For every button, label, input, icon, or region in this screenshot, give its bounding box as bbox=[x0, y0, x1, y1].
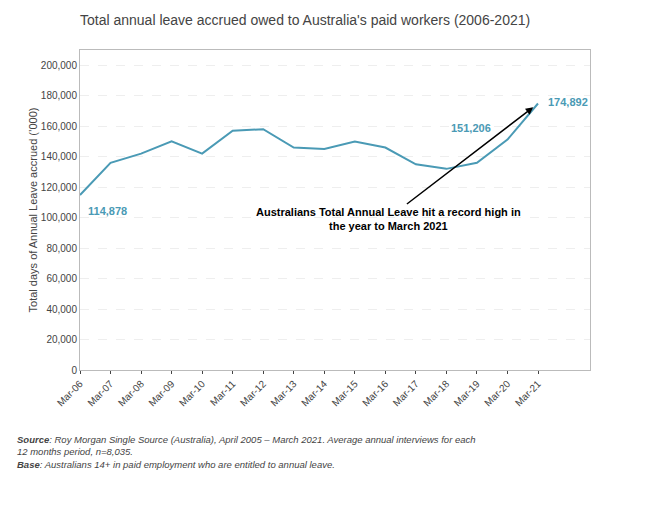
svg-text:Total days of Annual Leave acc: Total days of Annual Leave accrued (’000… bbox=[27, 108, 39, 313]
svg-text:Mar-17: Mar-17 bbox=[391, 378, 421, 408]
svg-text:Mar-20: Mar-20 bbox=[482, 378, 512, 408]
svg-text:Mar-10: Mar-10 bbox=[177, 378, 207, 408]
svg-text:180,000: 180,000 bbox=[41, 90, 78, 101]
svg-text:Mar-15: Mar-15 bbox=[330, 378, 360, 408]
svg-text:0: 0 bbox=[71, 365, 77, 376]
svg-text:Source: Roy Morgan Single Sour: Source: Roy Morgan Single Source (Austra… bbox=[17, 434, 476, 470]
svg-text:40,000: 40,000 bbox=[46, 304, 77, 315]
svg-text:Mar-19: Mar-19 bbox=[452, 378, 482, 408]
svg-text:Mar-16: Mar-16 bbox=[360, 378, 390, 408]
svg-text:200,000: 200,000 bbox=[41, 60, 78, 71]
svg-text:Mar-07: Mar-07 bbox=[85, 378, 115, 408]
svg-text:Mar-14: Mar-14 bbox=[299, 378, 329, 408]
svg-text:100,000: 100,000 bbox=[41, 212, 78, 223]
svg-text:Mar-09: Mar-09 bbox=[146, 378, 176, 408]
svg-text:160,000: 160,000 bbox=[41, 121, 78, 132]
svg-text:60,000: 60,000 bbox=[46, 273, 77, 284]
svg-text:Mar-12: Mar-12 bbox=[238, 378, 268, 408]
svg-text:Mar-11: Mar-11 bbox=[208, 378, 238, 408]
svg-text:151,206: 151,206 bbox=[451, 122, 491, 134]
svg-text:174,892: 174,892 bbox=[548, 96, 588, 108]
svg-text:Mar-18: Mar-18 bbox=[421, 378, 451, 408]
svg-text:Australians Total Annual Leave: Australians Total Annual Leave hit a rec… bbox=[256, 206, 521, 232]
svg-text:Mar-21: Mar-21 bbox=[513, 378, 543, 408]
svg-text:80,000: 80,000 bbox=[46, 243, 77, 254]
svg-text:Mar-06: Mar-06 bbox=[55, 378, 85, 408]
svg-text:120,000: 120,000 bbox=[41, 182, 78, 193]
svg-text:Mar-13: Mar-13 bbox=[268, 378, 298, 408]
svg-text:Mar-08: Mar-08 bbox=[116, 378, 146, 408]
svg-text:140,000: 140,000 bbox=[41, 151, 78, 162]
svg-text:20,000: 20,000 bbox=[46, 334, 77, 345]
svg-text:114,878: 114,878 bbox=[88, 205, 127, 217]
svg-text:Total annual leave accrued owe: Total annual leave accrued owed to Austr… bbox=[80, 12, 530, 28]
